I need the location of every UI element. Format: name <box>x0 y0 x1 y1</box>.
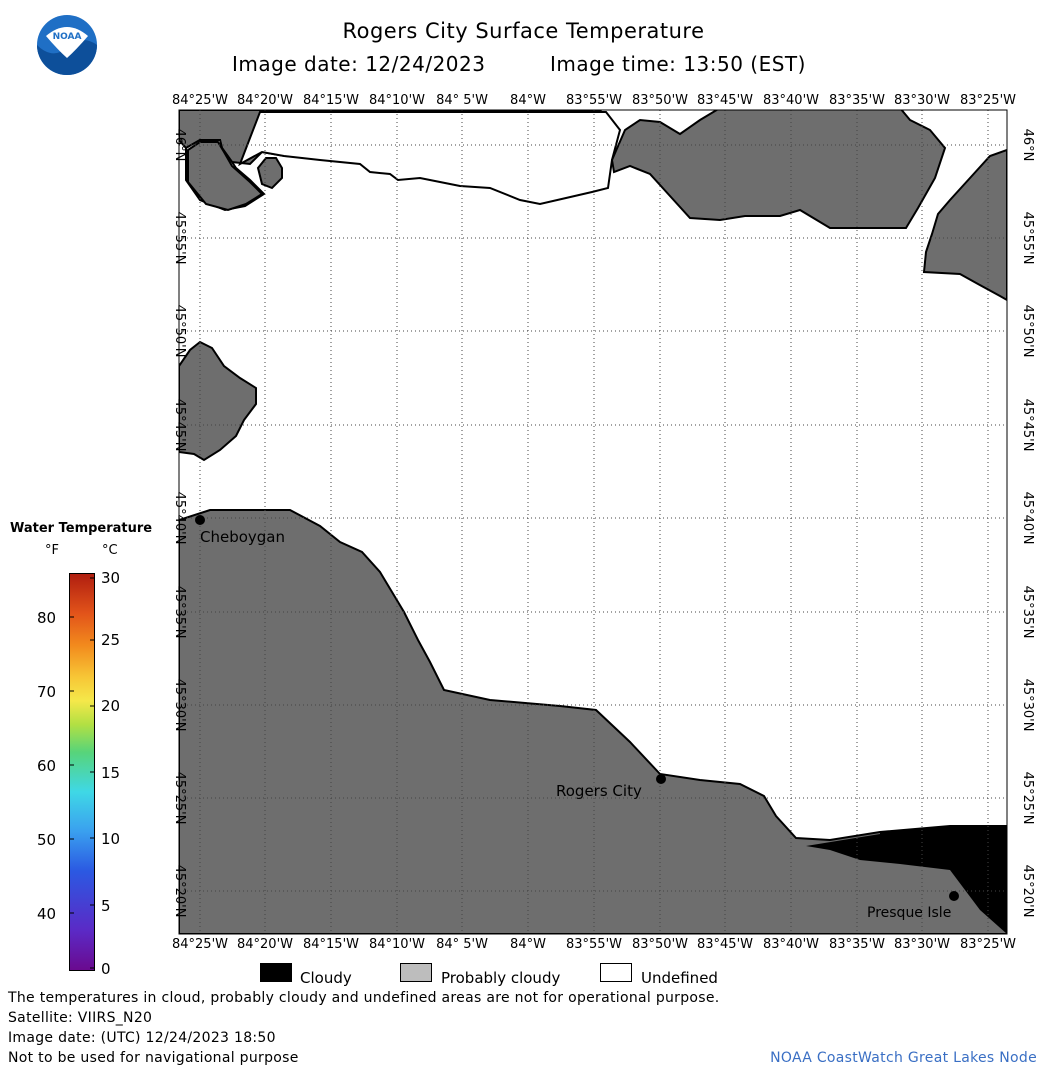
colorbar-tick-c: 0 <box>101 960 111 978</box>
colorbar-tick-c: 25 <box>101 631 121 649</box>
footer-disclaimer: The temperatures in cloud, probably clou… <box>8 990 720 1006</box>
lat-label-left: 46°N <box>172 129 187 162</box>
place-label-cheboygan: Cheboygan <box>200 528 285 546</box>
colorbar-tick-f: 80 <box>37 609 57 627</box>
lat-label-left: 45°50'N <box>172 305 187 358</box>
lat-label-right: 45°45'N <box>1020 399 1035 452</box>
lat-label-left: 45°20'N <box>172 865 187 918</box>
colorbar-tick-c: 10 <box>101 830 121 848</box>
lon-label-top: 83°55'W <box>566 93 622 108</box>
land-lower-peninsula <box>179 509 1007 934</box>
footer-utc-date: Image date: (UTC) 12/24/2023 18:50 <box>8 1030 276 1046</box>
colorbar-tick-c: 15 <box>101 764 121 782</box>
lon-label-top: 84°15'W <box>303 93 359 108</box>
lon-label-bottom: 83°50'W <box>632 937 688 952</box>
colorbar-unit-c: °C <box>102 543 118 558</box>
lat-label-left: 45°30'N <box>172 679 187 732</box>
lon-label-top: 84°10'W <box>369 93 425 108</box>
lon-label-top: 83°45'W <box>697 93 753 108</box>
lon-label-top: 84°20'W <box>237 93 293 108</box>
lat-label-right: 46°N <box>1020 129 1035 162</box>
lat-label-right: 45°20'N <box>1020 865 1035 918</box>
lat-label-right: 45°55'N <box>1020 212 1035 265</box>
footer-credit: NOAA CoastWatch Great Lakes Node <box>770 1050 1037 1066</box>
legend-swatch-cloudy <box>260 963 292 982</box>
lon-label-bottom: 84°10'W <box>369 937 425 952</box>
lat-label-right: 45°40'N <box>1020 492 1035 545</box>
lon-label-bottom: 84° 5'W <box>436 937 488 952</box>
legend-label-undefined: Undefined <box>641 969 718 987</box>
page-title: Rogers City Surface Temperature <box>342 19 705 43</box>
lon-label-bottom: 83°30'W <box>894 937 950 952</box>
lat-label-right: 45°35'N <box>1020 586 1035 639</box>
lon-label-top: 84°25'W <box>172 93 228 108</box>
lat-label-left: 45°35'N <box>172 586 187 639</box>
lon-label-bottom: 83°55'W <box>566 937 622 952</box>
lat-label-right: 45°30'N <box>1020 679 1035 732</box>
lon-label-top: 83°35'W <box>829 93 885 108</box>
land-west-shore <box>179 340 257 462</box>
colorbar-tick-f: 50 <box>37 831 57 849</box>
colorbar-tick-f: 60 <box>37 757 57 775</box>
colorbar-tick-c: 5 <box>101 897 111 915</box>
legend-label-cloudy: Cloudy <box>300 969 352 987</box>
place-marker-presque-isle <box>949 891 959 901</box>
colorbar-tick-f: 40 <box>37 905 57 923</box>
lon-label-top: 84° 5'W <box>436 93 488 108</box>
place-marker-cheboygan <box>195 515 205 525</box>
noaa-logo: NOAA <box>36 14 98 76</box>
lon-label-bottom: 84°20'W <box>237 937 293 952</box>
land-east-shore <box>922 148 1007 302</box>
lat-label-right: 45°50'N <box>1020 305 1035 358</box>
footer-satellite: Satellite: VIIRS_N20 <box>8 1010 153 1026</box>
lon-label-top: 84°W <box>510 93 546 108</box>
lon-label-bottom: 83°25'W <box>960 937 1016 952</box>
legend-label-probably-cloudy: Probably cloudy <box>441 969 561 987</box>
lat-label-left: 45°40'N <box>172 492 187 545</box>
image-time: Image time: 13:50 (EST) <box>550 52 806 76</box>
lon-label-top: 83°50'W <box>632 93 688 108</box>
place-marker-rogers-city <box>656 774 666 784</box>
lon-label-top: 83°40'W <box>763 93 819 108</box>
lon-label-bottom: 83°45'W <box>697 937 753 952</box>
image-date: Image date: 12/24/2023 <box>232 52 486 76</box>
noaa-logo-text: NOAA <box>53 32 82 42</box>
lat-label-left: 45°55'N <box>172 212 187 265</box>
colorbar-unit-f: °F <box>45 543 59 558</box>
colorbar-tick-c: 20 <box>101 697 121 715</box>
lon-label-bottom: 84°W <box>510 937 546 952</box>
lon-label-top: 83°25'W <box>960 93 1016 108</box>
colorbar-title: Water Temperature <box>10 521 153 536</box>
lat-label-right: 45°25'N <box>1020 772 1035 825</box>
cloud-area <box>806 826 1007 934</box>
lon-label-top: 83°30'W <box>894 93 950 108</box>
land-bois-blanc-east <box>610 110 947 229</box>
lon-label-bottom: 83°35'W <box>829 937 885 952</box>
legend-swatch-probably-cloudy <box>400 963 432 982</box>
place-label-presque-isle: Presque Isle <box>867 905 951 921</box>
lat-label-left: 45°25'N <box>172 772 187 825</box>
place-label-rogers-city: Rogers City <box>556 782 642 800</box>
colorbar-tick-c: 30 <box>101 569 121 587</box>
lat-label-left: 45°45'N <box>172 399 187 452</box>
footer-navigation-warning: Not to be used for navigational purpose <box>8 1050 299 1066</box>
colorbar-tick-f: 70 <box>37 683 57 701</box>
lon-label-bottom: 84°25'W <box>172 937 228 952</box>
lon-label-bottom: 83°40'W <box>763 937 819 952</box>
legend-swatch-undefined <box>600 963 632 982</box>
lon-label-bottom: 84°15'W <box>303 937 359 952</box>
